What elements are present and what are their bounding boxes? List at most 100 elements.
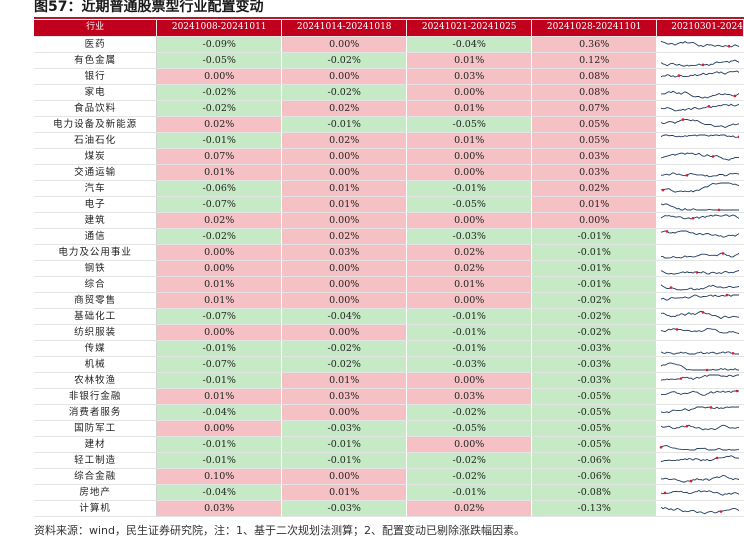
change-cell-period-4: -0.01% [531, 228, 658, 245]
change-cell-period-4: -0.05% [531, 388, 658, 405]
trend-sparkline [661, 293, 740, 301]
sparkline-marker [665, 229, 669, 233]
table-row: 电子 -0.07% 0.01% -0.05% 0.01% [34, 196, 744, 213]
table-row: 建材 -0.01% -0.01% 0.00% -0.05% [34, 436, 744, 453]
sparkline-path [661, 389, 740, 396]
sparkline-path [661, 90, 740, 99]
table-row: 非银行金融 0.01% 0.03% 0.03% -0.05% [34, 388, 744, 405]
change-cell-period-4: -0.03% [531, 356, 658, 373]
change-cell-period-3: 0.01% [406, 52, 533, 69]
table-row: 煤炭 0.07% 0.00% 0.00% 0.03% [34, 148, 744, 165]
sparkline-path [661, 103, 740, 111]
trend-sparkline-cell [656, 116, 744, 133]
change-cell-period-2: 0.00% [281, 324, 408, 341]
sparkline-marker [719, 509, 723, 513]
trend-sparkline [661, 405, 740, 413]
sparkline-path [661, 327, 740, 334]
header-period-2: 20241014-20241018 [281, 20, 408, 37]
change-cell-period-4: -0.05% [531, 436, 658, 453]
change-cell-period-4: -0.03% [531, 340, 658, 357]
change-cell-period-1: 0.02% [156, 116, 283, 133]
trend-sparkline-cell [656, 468, 744, 485]
trend-sparkline-cell [656, 100, 744, 117]
industry-cell: 房地产 [34, 484, 158, 501]
change-cell-period-2: 0.01% [281, 196, 408, 213]
change-cell-period-1: 0.00% [156, 260, 283, 277]
change-cell-period-3: -0.05% [406, 116, 533, 133]
trend-sparkline-cell [656, 356, 744, 373]
table-row: 医药 -0.09% 0.00% -0.04% 0.36% [34, 36, 744, 53]
change-cell-period-4: 0.03% [531, 148, 658, 165]
sparkline-marker [677, 73, 681, 77]
trend-sparkline-cell [656, 324, 744, 341]
change-cell-period-2: 0.00% [281, 164, 408, 181]
table-header-row: 行业 20241008-20241011 20241014-20241018 2… [34, 20, 744, 37]
industry-cell: 非银行金融 [34, 388, 158, 405]
change-cell-period-2: 0.03% [281, 388, 408, 405]
trend-sparkline [661, 152, 740, 161]
sparkline-marker [731, 351, 735, 355]
trend-sparkline [660, 214, 740, 220]
change-cell-period-4: -0.02% [531, 292, 658, 309]
change-cell-period-3: 0.00% [406, 372, 533, 389]
sparkline-marker [701, 62, 705, 66]
trend-sparkline-cell [656, 260, 744, 277]
change-cell-period-4: 0.08% [531, 68, 658, 85]
trend-sparkline [660, 202, 740, 211]
change-cell-period-1: -0.01% [156, 452, 283, 469]
change-cell-period-2: 0.00% [281, 292, 408, 309]
industry-cell: 电力设备及新能源 [34, 116, 158, 133]
trend-sparkline-cell [656, 276, 744, 293]
change-cell-period-2: -0.01% [281, 436, 408, 453]
trend-sparkline [661, 40, 740, 48]
trend-sparkline [661, 327, 740, 334]
table-row: 银行 0.00% 0.00% 0.03% 0.08% [34, 68, 744, 85]
sparkline-path [660, 284, 740, 290]
industry-cell: 有色金属 [34, 52, 158, 69]
trend-sparkline-cell [656, 452, 744, 469]
change-cell-period-3: 0.00% [406, 84, 533, 101]
industry-cell: 食品饮料 [34, 100, 158, 117]
change-cell-period-2: 0.02% [281, 132, 408, 149]
change-cell-period-1: -0.07% [156, 308, 283, 325]
change-cell-period-3: -0.01% [406, 324, 533, 341]
sparkline-marker [715, 456, 719, 459]
sparkline-path [660, 134, 740, 138]
trend-sparkline-cell [656, 68, 744, 85]
trend-sparkline [661, 489, 740, 496]
trend-sparkline [660, 134, 740, 138]
change-cell-period-3: 0.00% [406, 292, 533, 309]
trend-sparkline [660, 284, 740, 290]
table-row: 轻工制造 -0.01% -0.01% -0.02% -0.06% [34, 452, 744, 469]
trend-sparkline-cell [656, 436, 744, 453]
sparkline-marker [669, 285, 673, 289]
sparkline-marker [661, 188, 665, 191]
trend-sparkline [661, 171, 740, 177]
trend-sparkline-cell [656, 484, 744, 501]
change-cell-period-3: 0.02% [406, 500, 533, 517]
trend-sparkline [661, 374, 740, 381]
sparkline-path [661, 406, 740, 413]
sparkline-path [661, 230, 740, 238]
industry-cell: 商贸零售 [34, 292, 158, 309]
change-cell-period-1: -0.01% [156, 436, 283, 453]
change-cell-period-3: -0.03% [406, 228, 533, 245]
trend-sparkline-cell [656, 228, 744, 245]
table-row: 家电 -0.02% -0.02% 0.00% 0.08% [34, 84, 744, 101]
change-cell-period-2: -0.03% [281, 420, 408, 437]
trend-sparkline-cell [656, 292, 744, 309]
change-cell-period-3: -0.01% [406, 340, 533, 357]
change-cell-period-1: 0.00% [156, 244, 283, 261]
industry-cell: 通信 [34, 228, 158, 245]
change-cell-period-4: 0.02% [531, 180, 658, 197]
industry-cell: 交通运输 [34, 164, 158, 181]
trend-sparkline [661, 103, 740, 111]
change-cell-period-3: 0.01% [406, 100, 533, 117]
sparkline-path [660, 424, 740, 430]
change-cell-period-1: -0.02% [156, 228, 283, 245]
industry-cell: 国防军工 [34, 420, 158, 437]
sparkline-marker [689, 479, 693, 482]
change-cell-period-1: -0.01% [156, 132, 283, 149]
industry-cell: 纺织服装 [34, 324, 158, 341]
change-cell-period-4: 0.36% [531, 36, 658, 53]
